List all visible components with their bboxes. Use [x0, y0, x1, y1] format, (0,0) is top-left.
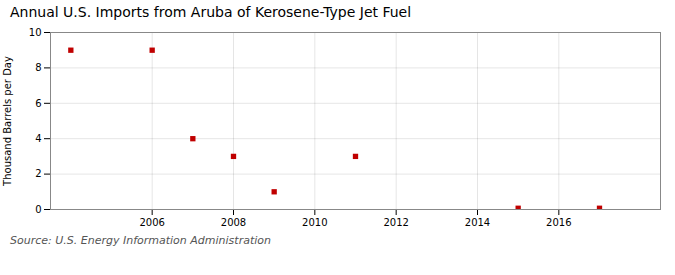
- svg-text:0: 0: [35, 204, 41, 215]
- svg-text:2008: 2008: [221, 217, 246, 228]
- svg-text:2012: 2012: [383, 217, 408, 228]
- svg-text:2010: 2010: [302, 217, 327, 228]
- svg-text:2016: 2016: [546, 217, 571, 228]
- svg-text:2014: 2014: [465, 217, 490, 228]
- html-text:Source: U.S. Energy Informatio: Source: U.S. Energy Information Administ…: [10, 234, 271, 247]
- svg-text:2006: 2006: [139, 217, 164, 228]
- svg-text:6: 6: [35, 98, 41, 109]
- html-text:Annual U.S. Imports from Aruba: Annual U.S. Imports from Aruba of Kerose…: [10, 4, 412, 20]
- svg-text:10: 10: [29, 27, 42, 38]
- svg-text:2: 2: [35, 168, 41, 179]
- svg-text:Thousand Barrels per Day: Thousand Barrels per Day: [2, 56, 13, 187]
- svg-text:4: 4: [35, 133, 41, 144]
- svg-text:8: 8: [35, 62, 41, 73]
